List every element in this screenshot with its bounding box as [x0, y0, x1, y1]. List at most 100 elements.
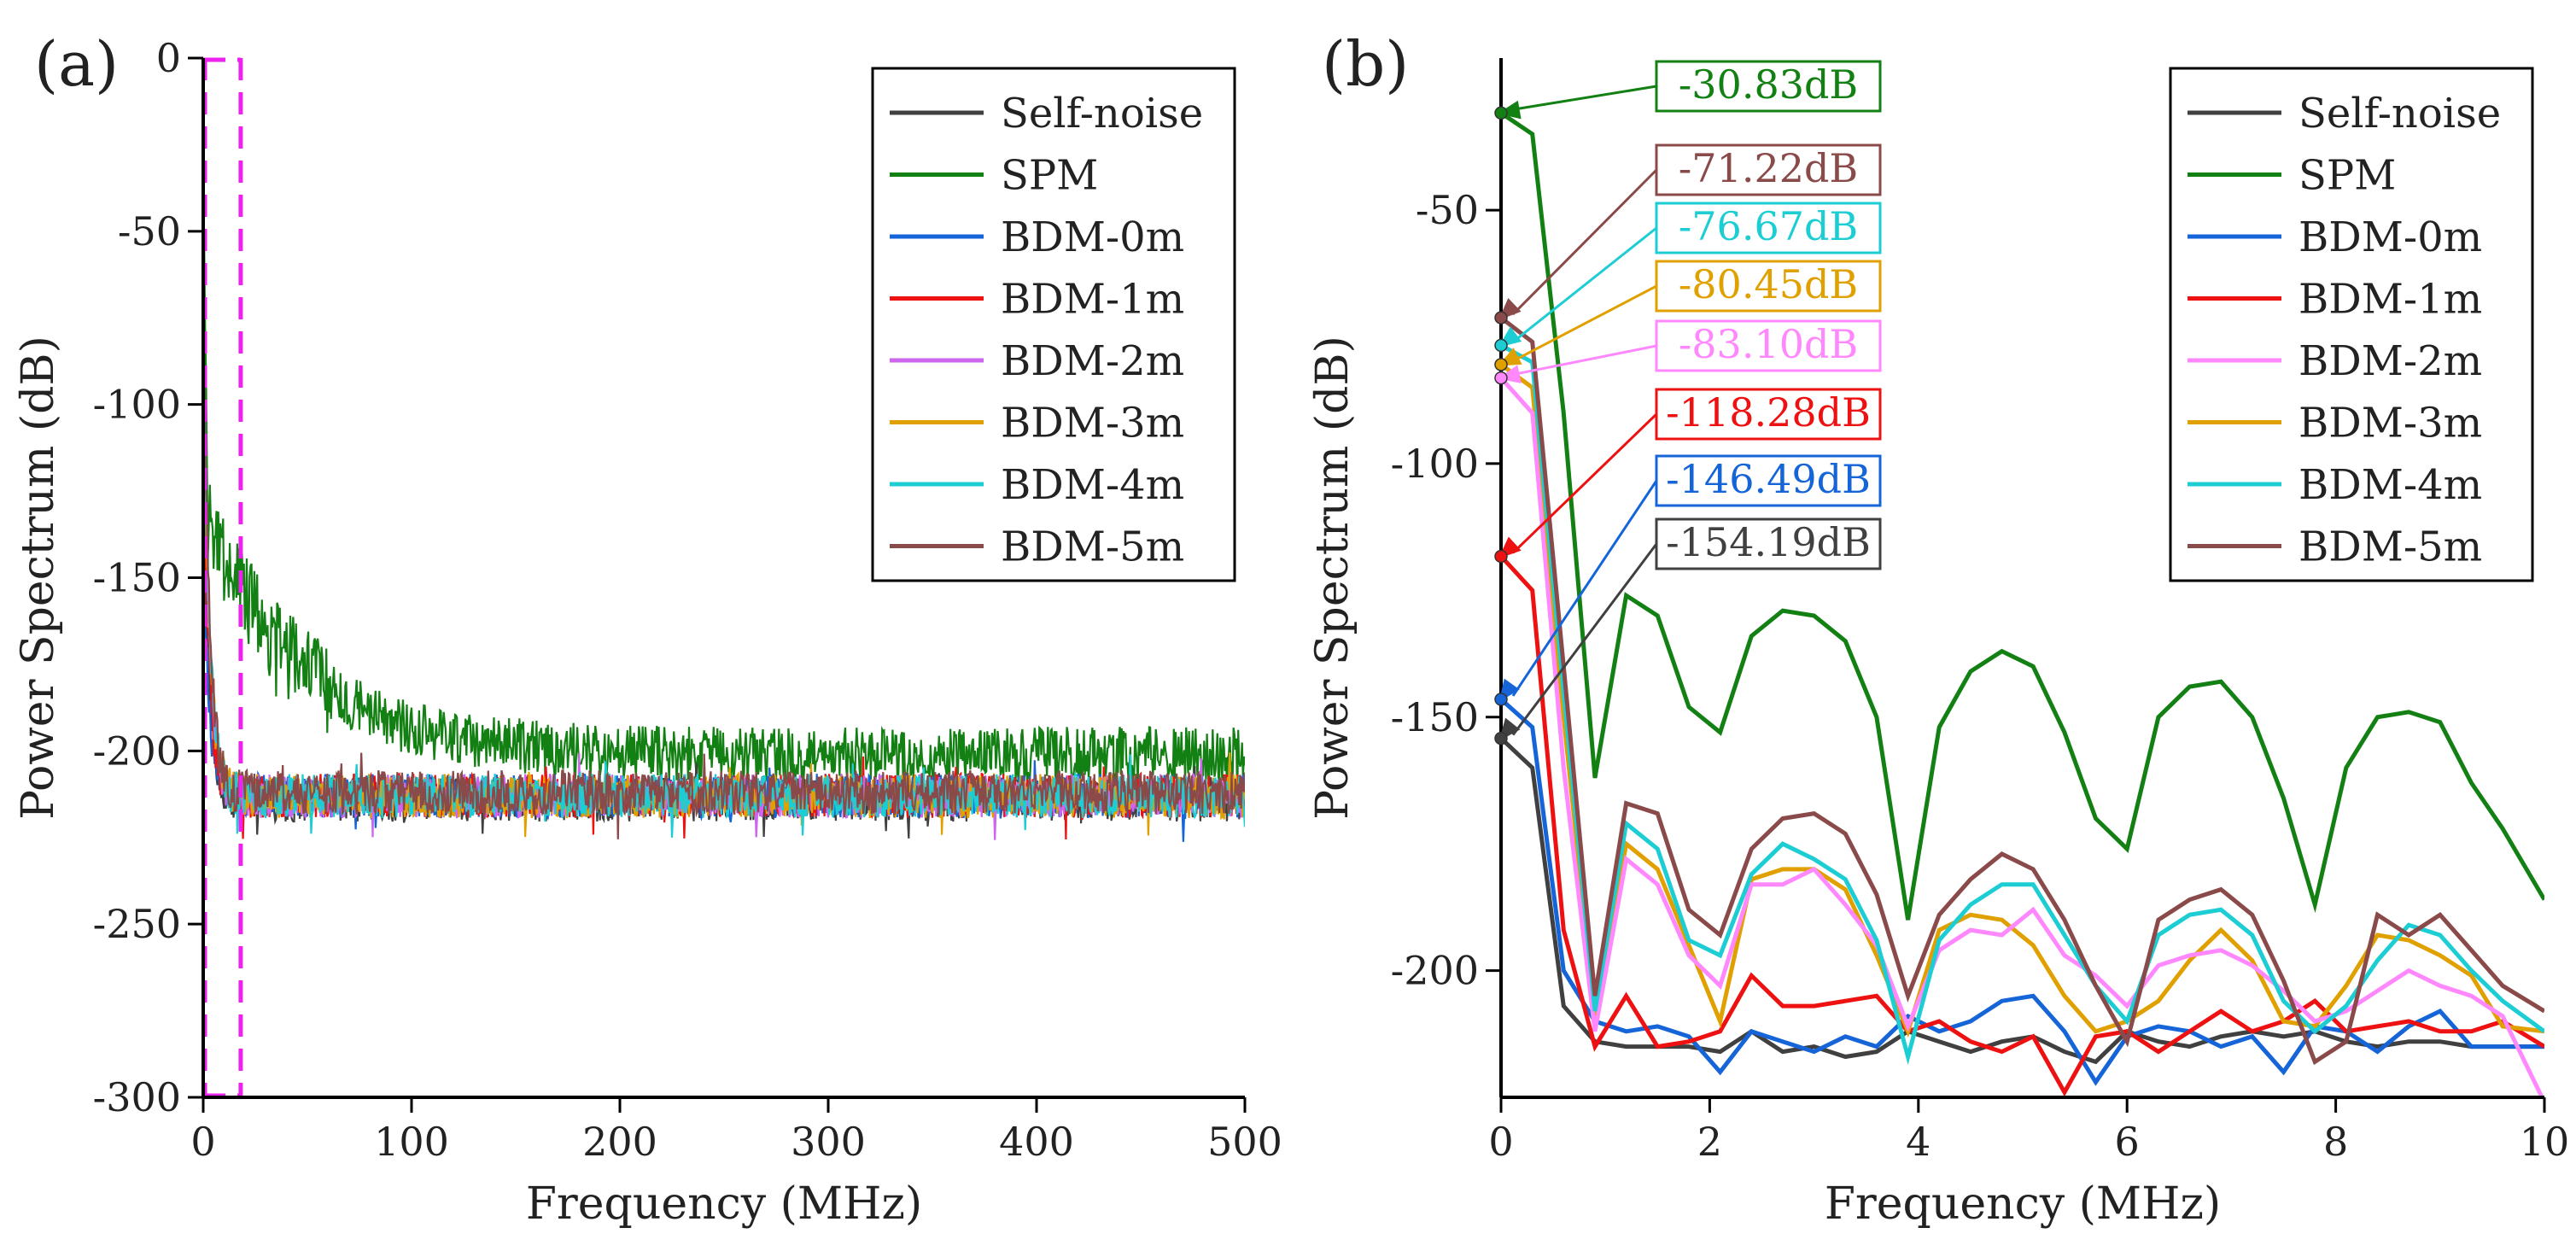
- legend-label-self-noise: Self-noise: [1001, 90, 1203, 137]
- plot-area: [1501, 111, 2544, 1097]
- annotation-box: [1655, 60, 1882, 113]
- x-tick-label: 0: [1488, 1119, 1513, 1165]
- legend-label-self-noise: Self-noise: [2299, 90, 2501, 137]
- annotation-box: [1655, 388, 1882, 441]
- annotation-bdm-2m: -83.10dB: [1494, 319, 1882, 385]
- y-tick-label: 0: [156, 35, 181, 81]
- x-tick-label: 4: [1906, 1119, 1931, 1165]
- annotation-bdm-5m: -71.22dB: [1494, 143, 1882, 324]
- annotation-label: -30.83dB: [1679, 61, 1858, 108]
- y-tick-label: -300: [93, 1074, 181, 1120]
- annotation-point-marker: [1494, 106, 1508, 120]
- panel-b-chart: (b) 0 2 4 6 8 10 -50 -100 -150 -200 Frequency (MHz)…: [1307, 28, 2569, 1230]
- legend: Self-noise SPM BDM-0m BDM-1m BDM-2m BDM-3m BDM…: [2169, 67, 2534, 582]
- series-line-bdm-5m: [1501, 316, 2544, 1066]
- legend-label-bdm-3m: BDM-3m: [1001, 400, 1184, 447]
- y-tick-label: -150: [1391, 694, 1479, 740]
- annotation-label: -71.22dB: [1679, 145, 1858, 191]
- y-axis-title: Power Spectrum (dB): [1307, 336, 1358, 820]
- annotation-point-marker: [1494, 731, 1508, 745]
- panel-label: (a): [34, 28, 119, 100]
- y-axis-title: Power Spectrum (dB): [13, 336, 64, 820]
- annotation-bdm-4m: -76.67dB: [1494, 202, 1882, 353]
- annotation-box: [1655, 517, 1882, 570]
- x-tick-label: 500: [1207, 1119, 1282, 1165]
- legend-label-bdm-4m: BDM-4m: [2299, 461, 2482, 509]
- annotation-point-marker: [1494, 549, 1508, 564]
- legend-label-bdm-5m: BDM-5m: [1001, 523, 1184, 571]
- x-tick-label: 0: [190, 1119, 215, 1165]
- legend-box: [2169, 67, 2534, 582]
- annotation-bdm-0m: -146.49dB: [1494, 454, 1882, 706]
- annotation-label: -83.10dB: [1679, 321, 1858, 367]
- legend-label-bdm-4m: BDM-4m: [1001, 461, 1184, 509]
- annotation-box: [1655, 454, 1882, 507]
- annotation-arrow-line: [1511, 480, 1658, 697]
- series-line-bdm-0m: [1501, 698, 2544, 1086]
- annotation-bdm-3m: -80.45dB: [1494, 260, 1882, 371]
- legend-label-bdm-1m: BDM-1m: [1001, 276, 1184, 324]
- x-tick-label: 100: [374, 1119, 449, 1165]
- y-tick-label: -200: [93, 728, 181, 774]
- annotation-arrow-line: [1512, 226, 1657, 343]
- annotation-point-marker: [1494, 358, 1508, 371]
- panel-label: (b): [1322, 28, 1409, 100]
- legend-label-spm: SPM: [1001, 152, 1098, 200]
- y-tick-label: -50: [1416, 187, 1479, 233]
- annotation-label: -146.49dB: [1666, 456, 1871, 502]
- legend-label-spm: SPM: [2299, 152, 2396, 200]
- x-axis-title: Frequency (MHz): [526, 1178, 922, 1230]
- y-tick-label: -100: [93, 382, 181, 428]
- legend-label-bdm-0m: BDM-0m: [1001, 213, 1184, 261]
- annotation-box: [1655, 260, 1882, 313]
- y-tick-label: -100: [1391, 441, 1479, 487]
- y-tick-label: -50: [118, 208, 181, 254]
- legend-label-bdm-0m: BDM-0m: [2299, 213, 2482, 261]
- legend-label-bdm-3m: BDM-3m: [2299, 400, 2482, 447]
- x-tick-label: 6: [2115, 1119, 2140, 1165]
- annotation-bdm-1m: -118.28dB: [1494, 388, 1882, 564]
- legend-label-bdm-2m: BDM-2m: [1001, 337, 1184, 385]
- series-line-bdm-1m: [1501, 554, 2544, 1097]
- annotation-point-marker: [1494, 338, 1508, 353]
- x-tick-label: 8: [2323, 1119, 2348, 1165]
- plot-area: [203, 201, 1245, 842]
- annotation-box: [1655, 202, 1882, 254]
- annotation-arrow-line: [1511, 543, 1658, 736]
- legend-label-bdm-1m: BDM-1m: [2299, 276, 2482, 324]
- series-line-spm: [203, 201, 1245, 810]
- annotation-arrow-line: [1511, 412, 1658, 554]
- x-tick-label: 400: [999, 1119, 1074, 1165]
- legend-label-bdm-2m: BDM-2m: [2299, 337, 2482, 385]
- y-tick-label: -150: [93, 555, 181, 601]
- x-tick-label: 10: [2520, 1119, 2570, 1165]
- y-tick-label: -200: [1391, 948, 1479, 994]
- annotation-label: -80.45dB: [1679, 261, 1858, 307]
- y-tick-label: -250: [93, 901, 181, 947]
- x-tick-label: 2: [1697, 1119, 1722, 1165]
- series-line-spm: [1501, 111, 2544, 921]
- annotation-arrow-line: [1511, 168, 1658, 316]
- annotation-self-noise: -154.19dB: [1494, 517, 1882, 745]
- annotation-box: [1655, 319, 1882, 372]
- annotation-arrow-line: [1512, 284, 1657, 363]
- annotation-spm: -30.83dB: [1494, 60, 1882, 120]
- series-line-bdm-5m: [203, 309, 1245, 839]
- annotation-arrow-line: [1512, 85, 1657, 111]
- annotation-label: -118.28dB: [1666, 389, 1871, 436]
- x-axis-title: Frequency (MHz): [1825, 1178, 2221, 1230]
- panel-a-chart: (a) 0 100 200 300 400 500 0 -50 -100 -150 -200 -250 -…: [13, 28, 1282, 1230]
- annotation-point-marker: [1494, 371, 1508, 385]
- annotation-point-marker: [1494, 311, 1508, 324]
- series-line-bdm-3m: [1501, 362, 2544, 1038]
- annotation-arrow-line: [1512, 344, 1657, 377]
- legend-label-bdm-5m: BDM-5m: [2299, 523, 2482, 571]
- annotation-label: -154.19dB: [1666, 519, 1871, 565]
- series-line-bdm-2m: [1501, 376, 2544, 1097]
- legend-box: [871, 67, 1236, 582]
- annotation-box: [1655, 143, 1882, 196]
- x-tick-label: 200: [582, 1119, 657, 1165]
- legend: Self-noise SPM BDM-0m BDM-1m BDM-2m BDM-3m BDM…: [871, 67, 1236, 582]
